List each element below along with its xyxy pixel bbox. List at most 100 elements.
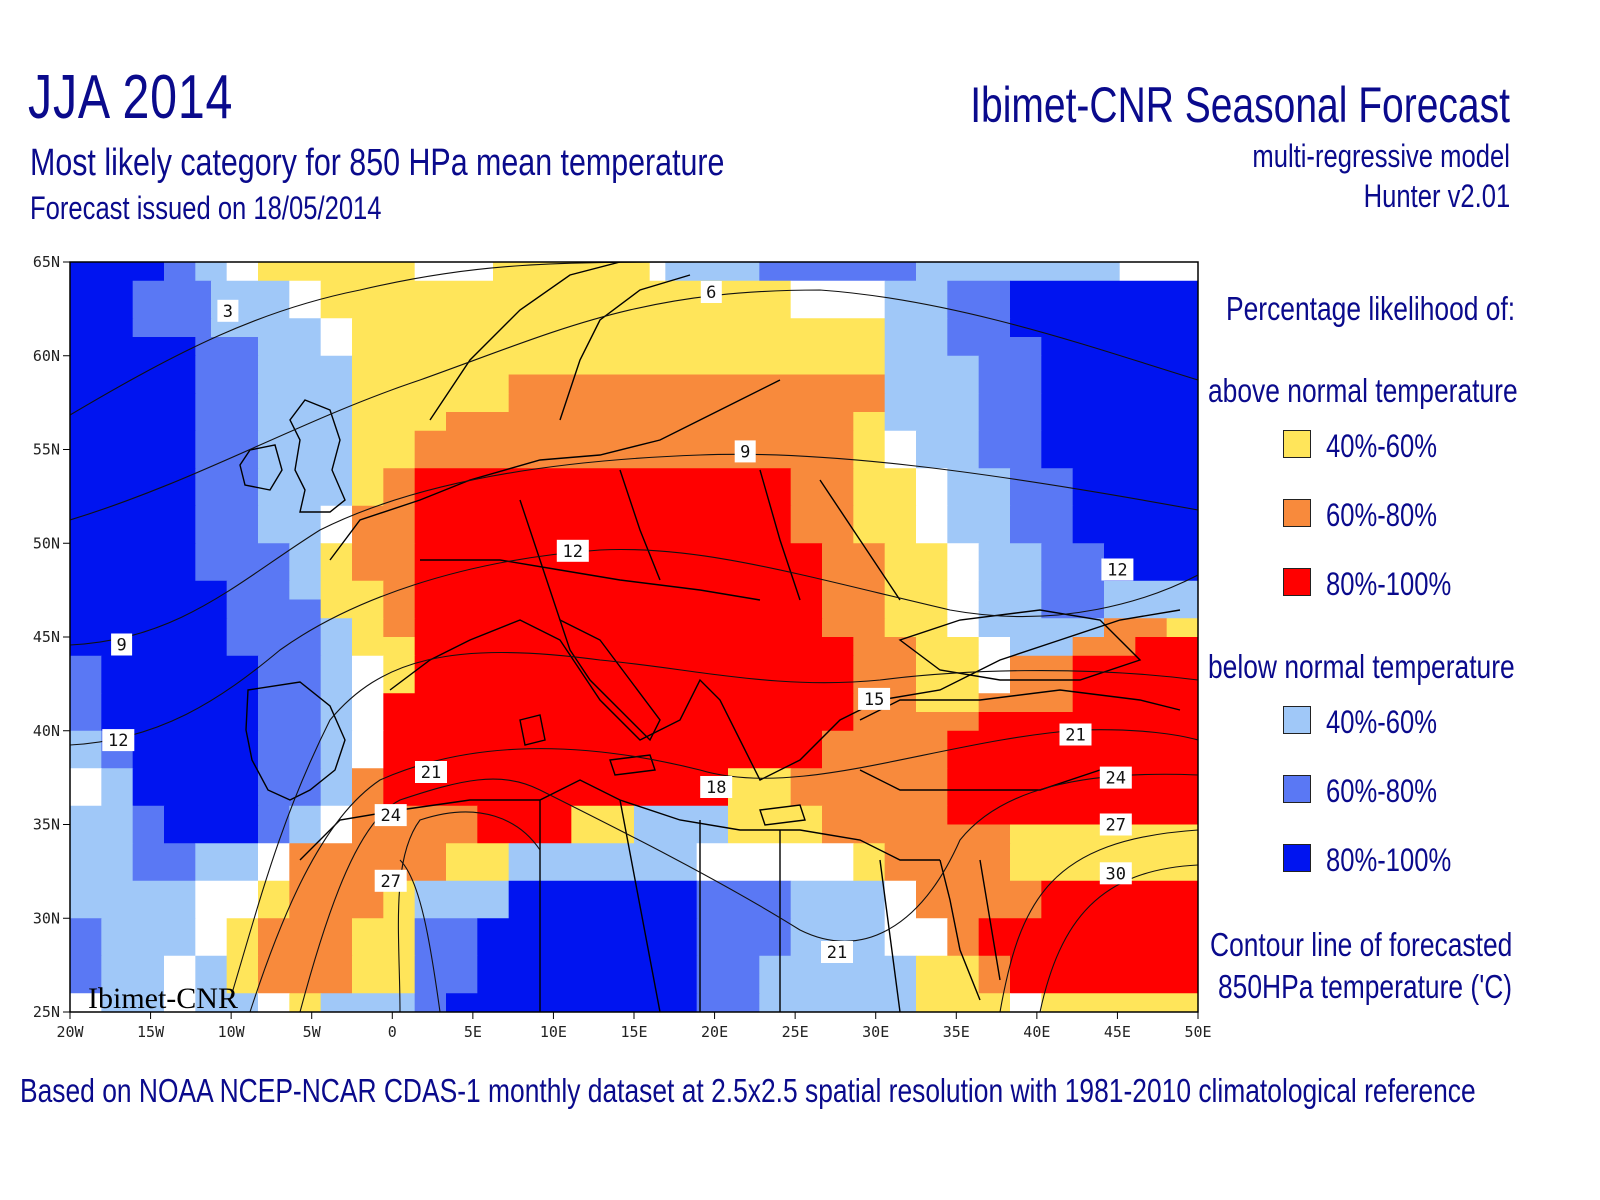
map-subtitle: Most likely category for 850 HPa mean te…	[30, 142, 725, 184]
grid-cell	[696, 974, 760, 994]
swatch-above-60-80	[1283, 499, 1311, 527]
grid-cell	[258, 355, 353, 376]
grid-cell	[1041, 412, 1198, 432]
grid-cell	[132, 805, 165, 826]
grid-cell	[822, 805, 948, 826]
grid-cell	[414, 262, 494, 282]
grid-cell	[289, 899, 384, 919]
contour-label: 9	[116, 636, 126, 656]
grid-cell	[195, 355, 259, 376]
grid-cell	[884, 580, 948, 601]
grid-cell	[320, 618, 353, 638]
contour-label-bg	[1099, 813, 1132, 836]
grid-cell	[853, 449, 886, 469]
grid-cell	[1072, 524, 1198, 544]
contour-label-bg	[700, 281, 722, 303]
grid-cell	[978, 449, 1042, 469]
grid-cell	[320, 505, 353, 526]
grid-cell	[414, 487, 792, 507]
grid-cell	[1041, 374, 1198, 394]
grid-cell	[916, 637, 980, 657]
grid-cell	[70, 374, 196, 394]
grid-cell	[258, 693, 322, 713]
longitude-axis: 20W 15W 10W 5W 0 5E 10E 15E 20E 25E 30E 35E 40E 45E 50…	[56, 1012, 1212, 1041]
grid-cell	[1119, 262, 1198, 282]
contour-label: 12	[1107, 561, 1127, 581]
grid-cell	[70, 655, 102, 676]
grid-cell	[696, 843, 854, 863]
grid-cell	[195, 543, 290, 563]
grid-cell	[884, 543, 948, 563]
grid-cell	[320, 693, 353, 713]
grid-cell	[853, 712, 980, 732]
grid-cell	[320, 805, 353, 826]
grid-cell	[320, 280, 792, 301]
grid-cell	[101, 918, 196, 938]
grid-cell	[70, 580, 228, 601]
grid-cell	[70, 974, 102, 994]
grid-cell	[477, 955, 698, 976]
grid-cell	[446, 993, 698, 1012]
grid-cell	[414, 505, 792, 526]
grid-cell	[320, 580, 384, 601]
grid-cell	[70, 637, 228, 657]
grid-cell	[978, 430, 1042, 451]
grid-cell	[696, 880, 792, 901]
grid-cell	[258, 524, 322, 544]
grid-cell	[853, 412, 886, 432]
legend-above-60-80: 60%-80%	[1326, 497, 1437, 533]
grid-cell	[195, 862, 259, 882]
grid-cell	[947, 505, 1011, 526]
grid-cell	[195, 524, 259, 544]
grid-cell	[978, 955, 1011, 976]
grid-cell	[978, 712, 1198, 732]
grid-cell	[822, 730, 948, 751]
grid-cell	[258, 505, 322, 526]
grid-cell	[352, 374, 510, 394]
grid-cell	[414, 880, 510, 901]
grid-cell	[1010, 843, 1198, 863]
grid-cell	[70, 430, 196, 451]
lon-tick-label: 30E	[862, 1023, 889, 1041]
grid-cell	[414, 449, 854, 469]
grid-cell	[70, 280, 134, 301]
grid-cell	[790, 880, 886, 901]
grid-cell	[289, 562, 322, 582]
grid-cell	[414, 955, 478, 976]
grid-cell	[916, 487, 948, 507]
grid-cell	[947, 768, 1198, 788]
grid-cell	[822, 618, 886, 638]
grid-cell	[978, 918, 1198, 938]
grid-cell	[195, 505, 259, 526]
grid-cell	[258, 712, 322, 732]
grid-cell	[477, 937, 698, 957]
grid-cell	[696, 918, 792, 938]
contour-label-bg	[858, 687, 891, 710]
grid-cell	[70, 618, 228, 638]
grid-cell	[884, 318, 948, 338]
grid-cell	[320, 543, 353, 563]
grid-cell	[195, 993, 259, 1012]
grid-cell	[822, 543, 886, 563]
grid-cell	[790, 505, 854, 526]
grid-cell	[853, 862, 886, 882]
contour-label-bg	[374, 869, 407, 892]
grid-cell	[289, 280, 322, 301]
grid-cell	[1041, 337, 1198, 357]
grid-cell	[352, 393, 510, 413]
lon-tick-label: 15W	[137, 1023, 165, 1041]
lon-tick-label: 50E	[1184, 1023, 1211, 1041]
grid-cell	[70, 412, 196, 432]
grid-cell	[414, 580, 823, 601]
grid-cell	[947, 562, 980, 582]
legend-below-40-60: 40%-60%	[1326, 704, 1437, 740]
grid-cell	[289, 543, 322, 563]
grid-cell	[916, 955, 980, 976]
grid-cell	[1041, 543, 1105, 563]
grid-cell	[70, 880, 196, 901]
contour-label: 15	[864, 690, 884, 710]
contour-label-bg	[1101, 558, 1134, 581]
grid-cell	[1041, 430, 1198, 451]
grid-cell	[258, 655, 322, 676]
